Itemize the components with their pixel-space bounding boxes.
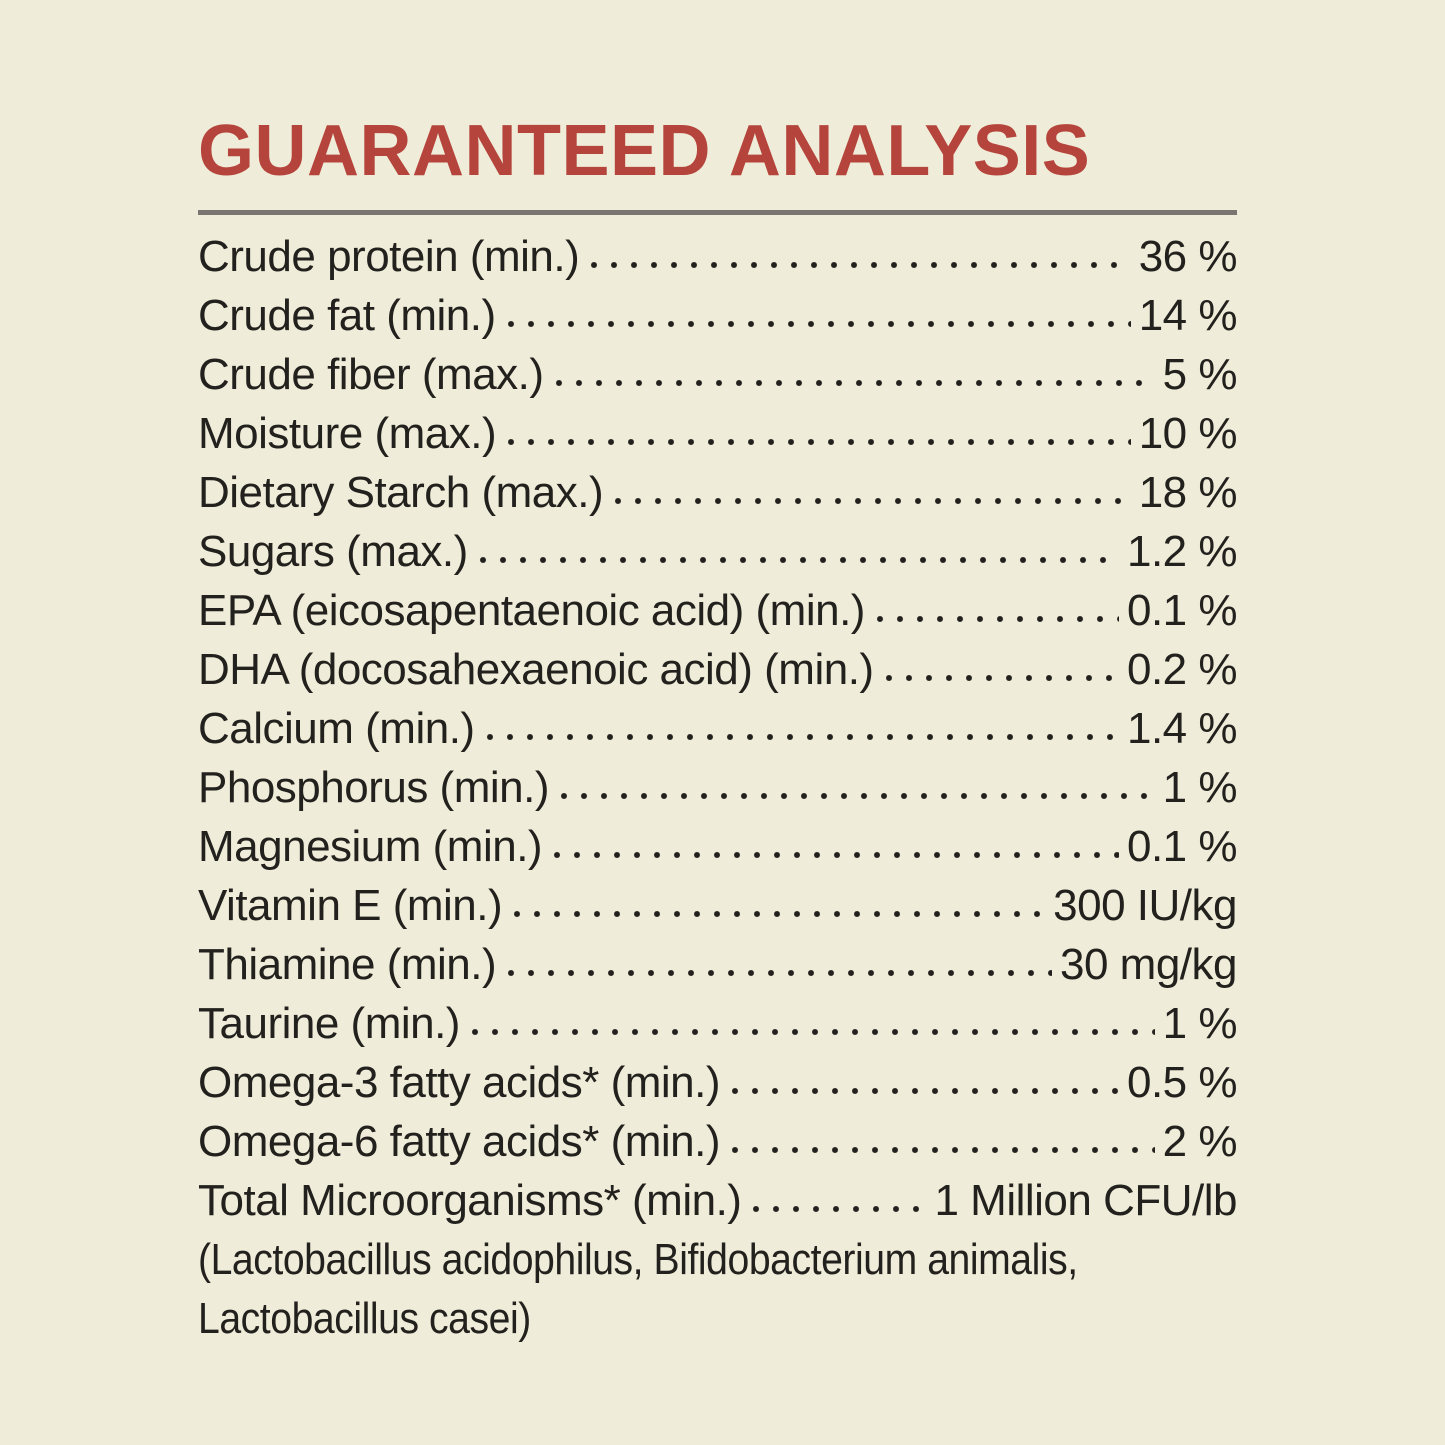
dot-leader xyxy=(471,994,1155,1054)
analysis-row: Crude fiber (max.) 5 % xyxy=(198,345,1238,405)
dot-leader xyxy=(560,758,1155,818)
dot-leader xyxy=(508,404,1131,464)
nutrient-label: Dietary Starch (max.) xyxy=(198,468,604,518)
nutrient-value: 0.5 % xyxy=(1126,1058,1238,1108)
dot-leader xyxy=(514,876,1046,936)
analysis-row: Omega-3 fatty acids* (min.) 0.5 % xyxy=(198,1053,1238,1113)
nutrient-value: 30 mg/kg xyxy=(1060,940,1237,990)
dot-leader xyxy=(508,935,1053,995)
dot-leader xyxy=(615,463,1131,523)
dot-leader xyxy=(732,1053,1119,1113)
nutrient-value: 10 % xyxy=(1138,409,1238,459)
nutrient-label: Magnesium (min.) xyxy=(198,822,543,872)
nutrient-value: 2 % xyxy=(1162,1117,1238,1167)
nutrient-label: Omega-6 fatty acids* (min.) xyxy=(198,1117,721,1167)
nutrient-label: Moisture (max.) xyxy=(198,409,497,459)
footnote-line: Lactobacillus casei) xyxy=(198,1294,531,1344)
dot-leader xyxy=(555,345,1155,405)
nutrient-label: Vitamin E (min.) xyxy=(198,881,503,931)
nutrient-label: Calcium (min.) xyxy=(198,704,475,754)
analysis-row: Magnesium (min.) 0.1 % xyxy=(198,817,1238,877)
nutrient-label: Phosphorus (min.) xyxy=(198,763,549,813)
nutrient-value: 1 % xyxy=(1162,999,1238,1049)
dot-leader xyxy=(885,640,1119,700)
dot-leader xyxy=(479,522,1119,582)
analysis-row: Vitamin E (min.) 300 IU/kg xyxy=(198,876,1237,936)
title-divider xyxy=(198,210,1237,216)
nutrient-value: 0.1 % xyxy=(1126,586,1238,636)
analysis-list: Crude protein (min.) 36 % Crude fat (min… xyxy=(198,227,1238,1231)
analysis-row: Dietary Starch (max.) 18 % xyxy=(198,463,1238,523)
analysis-row: Sugars (max.) 1.2 % xyxy=(198,522,1238,582)
footnote-line: (Lactobacillus acidophilus, Bifidobacter… xyxy=(198,1235,1078,1285)
page-title: GUARANTEED ANALYSIS xyxy=(198,111,1091,191)
analysis-row: Phosphorus (min.) 1 % xyxy=(198,758,1238,818)
nutrient-label: Thiamine (min.) xyxy=(198,940,497,990)
analysis-row: EPA (eicosapentaenoic acid) (min.) 0.1 % xyxy=(198,581,1238,641)
dot-leader xyxy=(732,1112,1155,1172)
dot-leader xyxy=(507,286,1131,346)
nutrient-label: DHA (docosahexaenoic acid) (min.) xyxy=(198,645,874,695)
dot-leader xyxy=(876,581,1119,641)
nutrient-label: Crude fat (min.) xyxy=(198,291,496,341)
analysis-row: Moisture (max.) 10 % xyxy=(198,404,1238,464)
dot-leader xyxy=(486,699,1119,759)
nutrient-label: Taurine (min.) xyxy=(198,999,460,1049)
analysis-row: DHA (docosahexaenoic acid) (min.) 0.2 % xyxy=(198,640,1238,700)
analysis-row: Taurine (min.) 1 % xyxy=(198,994,1238,1054)
nutrient-value: 5 % xyxy=(1162,350,1238,400)
analysis-row: Crude protein (min.) 36 % xyxy=(198,227,1238,287)
nutrient-value: 300 IU/kg xyxy=(1053,881,1237,931)
nutrient-label: Omega-3 fatty acids* (min.) xyxy=(198,1058,721,1108)
nutrient-value: 14 % xyxy=(1138,291,1238,341)
nutrient-value: 1.4 % xyxy=(1126,704,1238,754)
nutrient-value: 1 Million CFU/lb xyxy=(934,1176,1237,1226)
microorganisms-footnote: (Lactobacillus acidophilus, Bifidobacter… xyxy=(198,1230,1237,1348)
nutrient-label: Total Microorganisms* (min.) xyxy=(198,1176,742,1226)
analysis-row: Calcium (min.) 1.4 % xyxy=(198,699,1238,759)
analysis-row: Total Microorganisms* (min.) 1 Million C… xyxy=(198,1171,1237,1231)
nutrient-label: Crude fiber (max.) xyxy=(198,350,544,400)
analysis-row: Thiamine (min.) 30 mg/kg xyxy=(198,935,1237,995)
nutrient-value: 0.2 % xyxy=(1126,645,1238,695)
nutrient-label: Sugars (max.) xyxy=(198,527,468,577)
nutrient-label: EPA (eicosapentaenoic acid) (min.) xyxy=(198,586,865,636)
nutrient-value: 1.2 % xyxy=(1126,527,1238,577)
dot-leader xyxy=(591,227,1131,287)
nutrient-value: 36 % xyxy=(1138,232,1238,282)
nutrient-value: 0.1 % xyxy=(1126,822,1238,872)
analysis-row: Crude fat (min.) 14 % xyxy=(198,286,1238,346)
dot-leader xyxy=(554,817,1119,877)
analysis-row: Omega-6 fatty acids* (min.) 2 % xyxy=(198,1112,1238,1172)
dot-leader xyxy=(753,1171,927,1231)
nutrient-value: 1 % xyxy=(1162,763,1238,813)
nutrient-label: Crude protein (min.) xyxy=(198,232,580,282)
nutrient-value: 18 % xyxy=(1138,468,1238,518)
